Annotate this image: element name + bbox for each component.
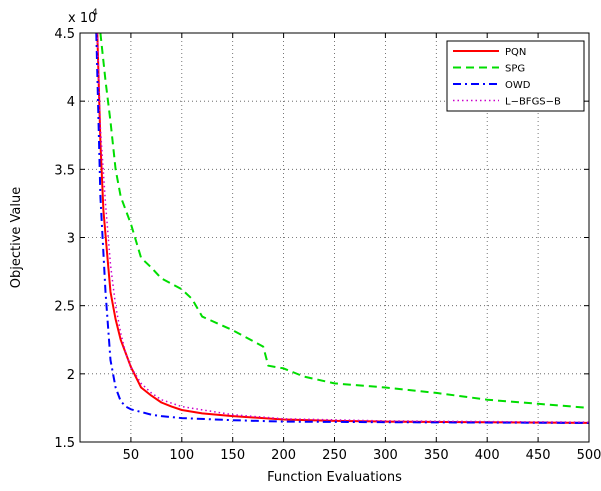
x-tick-label: 150 [220,448,245,463]
y-tick-label: 2 [67,368,75,383]
legend-label: SPG [505,64,525,75]
x-tick-label: 450 [526,448,551,463]
series-line-pqn [96,33,589,424]
x-tick-label: 200 [271,448,296,463]
axis-ticks: 50 100 150 200 250 300 350 400 450 500 1.5 2 2.5 3 3.5… [54,27,601,463]
legend-label: OWD [505,80,531,91]
legend-box [446,40,585,112]
legend: PQN SPG OWD L−BFGS−B [446,40,585,112]
x-tick-label: 100 [169,448,194,463]
x-tick-label: 350 [424,448,449,463]
series-layer [95,33,589,424]
x-tick-label: 250 [322,448,347,463]
y-axis-title: Objective Value [9,187,24,288]
series-line-l-bfgs-b [96,33,589,423]
y-multiplier-exponent: 4 [92,8,98,18]
y-tick-label: 3.5 [54,163,75,178]
y-tick-label: 4.5 [54,27,75,42]
legend-label: L−BFGS−B [505,97,561,108]
x-tick-label: 300 [373,448,398,463]
x-tick-label: 50 [123,448,140,463]
series-line-owd [95,33,589,424]
x-tick-label: 500 [577,448,601,463]
y-tick-label: 1.5 [54,436,75,451]
y-tick-label: 3 [67,232,75,247]
x-tick-label: 400 [475,448,500,463]
x-axis-title: Function Evaluations [267,470,402,485]
series-line-spg [99,33,589,409]
y-tick-label: 2.5 [54,300,75,315]
legend-label: PQN [505,47,526,58]
y-multiplier-label: x 10 [68,11,96,26]
y-tick-label: 4 [67,95,75,110]
grid-lines [80,33,589,442]
